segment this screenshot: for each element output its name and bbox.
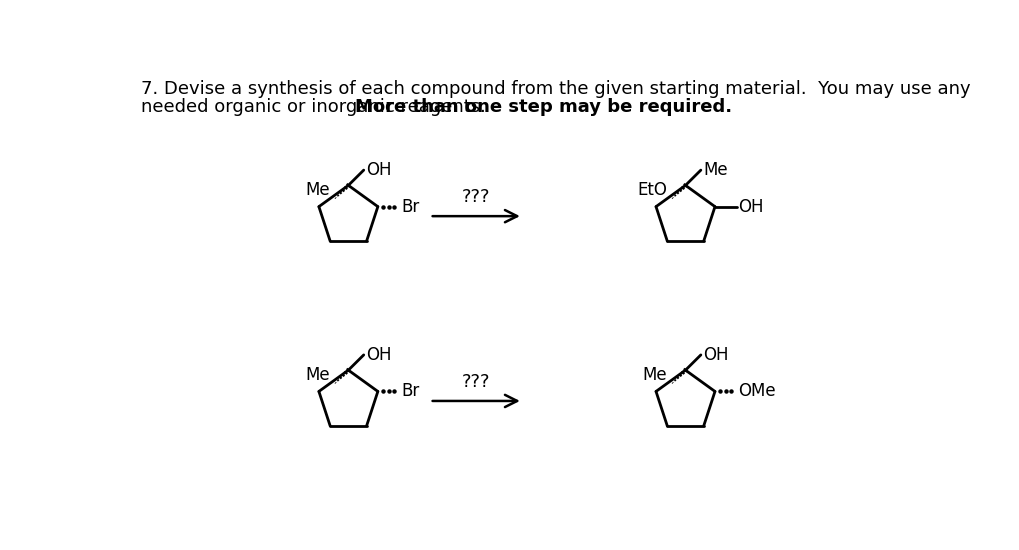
Text: EtO: EtO [637, 181, 666, 199]
Text: ???: ??? [462, 188, 490, 206]
Text: OH: OH [366, 161, 391, 179]
Text: ???: ??? [462, 373, 490, 390]
Text: OH: OH [738, 197, 763, 216]
Text: Br: Br [400, 197, 419, 216]
Text: Br: Br [400, 382, 419, 400]
Text: OMe: OMe [738, 382, 775, 400]
Text: Me: Me [702, 161, 728, 179]
Text: Me: Me [305, 181, 329, 199]
Text: OH: OH [366, 346, 391, 364]
Text: 7. Devise a synthesis of each compound from the given starting material.  You ma: 7. Devise a synthesis of each compound f… [142, 80, 970, 98]
Text: Me: Me [305, 366, 329, 384]
Text: needed organic or inorganic reagents.: needed organic or inorganic reagents. [142, 98, 497, 117]
Text: OH: OH [702, 346, 728, 364]
Text: Me: Me [642, 366, 666, 384]
Text: More than one step may be required.: More than one step may be required. [355, 98, 731, 117]
